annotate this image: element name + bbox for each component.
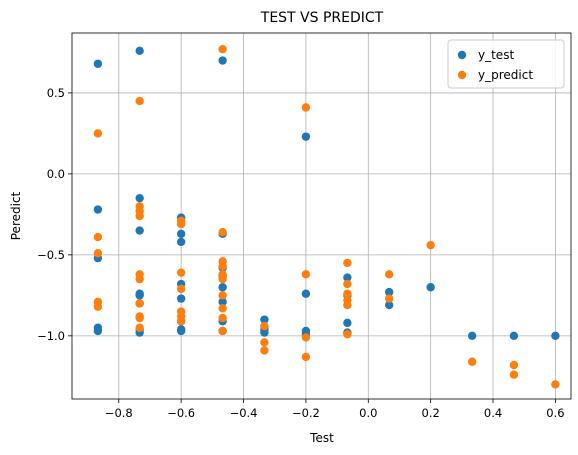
- data-point: [301, 103, 311, 112]
- data-point: [135, 313, 144, 323]
- data-point: [384, 270, 394, 279]
- x-tick-label: 0.0: [359, 406, 377, 420]
- data-point: [509, 370, 519, 379]
- data-point: [426, 283, 435, 292]
- data-point: [218, 227, 227, 237]
- x-tick-label: −0.2: [292, 406, 320, 420]
- data-point: [218, 44, 227, 54]
- y-axis-ticks: −1.0 −0.5 0.0 0.5: [37, 86, 72, 343]
- y-tick-label: −1.0: [37, 329, 65, 343]
- data-point: [176, 219, 186, 229]
- data-point: [260, 346, 269, 355]
- data-point: [218, 326, 227, 336]
- plot-frame: [71, 32, 572, 400]
- data-point: [384, 300, 394, 310]
- data-point: [384, 287, 394, 297]
- y-tick-label: 0.5: [47, 86, 65, 100]
- data-point: [301, 132, 311, 141]
- data-point: [93, 232, 103, 242]
- data-point: [218, 283, 227, 292]
- data-point: [176, 229, 186, 239]
- data-point: [93, 326, 103, 336]
- y-tick-label: −0.5: [37, 248, 65, 262]
- data-point: [509, 360, 519, 370]
- data-point: [135, 274, 144, 284]
- data-point: [301, 289, 311, 298]
- data-point: [135, 323, 144, 332]
- data-point: [260, 328, 269, 337]
- data-point: [93, 249, 103, 258]
- data-point: [218, 313, 227, 323]
- legend-marker: [457, 70, 467, 80]
- data-point: [176, 294, 186, 303]
- y-axis-label: Peredict: [9, 191, 23, 240]
- data-point: [301, 270, 311, 279]
- data-point: [93, 302, 103, 311]
- data-point: [260, 321, 269, 331]
- data-point: [426, 240, 435, 250]
- x-tick-label: 0.6: [546, 406, 564, 420]
- data-point: [176, 284, 186, 294]
- data-point: [260, 315, 269, 324]
- x-tick-label: 0.4: [484, 406, 502, 420]
- data-point: [509, 331, 519, 341]
- data-point: [176, 237, 186, 247]
- x-axis-ticks: −0.8 −0.6 −0.4 −0.2 0.0 0.2 0.4 0.6: [105, 399, 565, 420]
- data-point: [343, 300, 352, 310]
- legend: y_test y_predict: [447, 39, 565, 89]
- chart-title: TEST VS PREDICT: [260, 10, 384, 26]
- x-tick-label: −0.8: [105, 406, 133, 420]
- series-y-predict: [93, 44, 560, 389]
- data-point: [260, 338, 269, 347]
- data-point: [93, 59, 103, 68]
- data-point: [135, 193, 144, 203]
- data-point: [218, 262, 227, 271]
- data-point: [218, 274, 227, 284]
- data-point: [343, 318, 352, 328]
- data-point: [467, 357, 477, 366]
- data-point: [343, 330, 352, 339]
- x-tick-label: 0.2: [422, 406, 440, 420]
- data-point: [551, 380, 560, 389]
- data-point: [176, 326, 186, 336]
- data-point: [343, 273, 352, 282]
- data-point: [218, 56, 227, 65]
- data-point: [467, 331, 477, 341]
- x-tick-label: −0.6: [167, 406, 195, 420]
- data-point: [343, 279, 352, 289]
- data-point: [93, 205, 103, 214]
- data-point: [135, 96, 144, 106]
- data-point: [551, 331, 560, 341]
- data-point: [135, 46, 144, 56]
- data-points: [93, 44, 560, 389]
- data-point: [218, 304, 227, 313]
- data-point: [343, 289, 352, 298]
- data-point: [135, 211, 144, 221]
- data-point: [301, 333, 311, 342]
- data-point: [135, 226, 144, 235]
- data-point: [343, 258, 352, 268]
- data-point: [301, 352, 311, 362]
- legend-marker: [457, 50, 467, 60]
- legend-label: y_predict: [478, 68, 533, 82]
- data-point: [176, 317, 186, 326]
- x-tick-label: −0.4: [230, 406, 258, 420]
- x-axis-label: Test: [309, 431, 334, 445]
- y-tick-label: 0.0: [47, 167, 65, 181]
- legend-label: y_test: [478, 48, 514, 62]
- data-point: [384, 294, 394, 303]
- data-point: [93, 129, 103, 138]
- data-point: [218, 297, 227, 307]
- data-point: [135, 291, 144, 300]
- data-point: [176, 268, 186, 277]
- data-point: [218, 291, 227, 300]
- data-point: [135, 299, 144, 308]
- legend-box: [447, 39, 565, 89]
